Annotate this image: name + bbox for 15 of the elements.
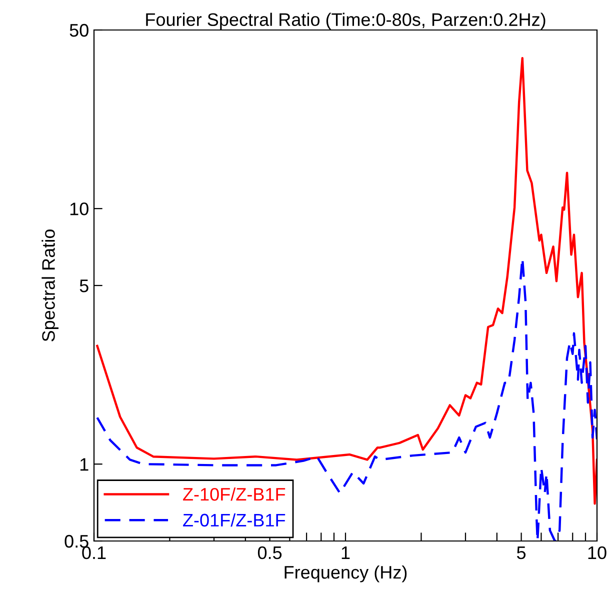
x-tick-label: 5 [516,546,526,560]
y-tick-label: 5 [80,280,88,292]
x-tick-label: 10 [588,546,606,560]
x-axis-title: Frequency (Hz) [284,565,407,582]
x-tick-label: 0.1 [82,546,106,560]
y-tick-label: 0.5 [64,534,88,548]
legend-label: Z-01F/Z-B1F [183,513,286,527]
x-tick-label: 0.5 [258,546,282,560]
y-axis-title: Spectral Ratio [42,230,58,342]
y-tick-label: 1 [80,458,88,471]
y-tick-label: 10 [70,202,88,216]
x-tick-label: 1 [342,546,350,559]
legend-label: Z-10F/Z-B1F [183,487,286,501]
y-tick-label: 50 [70,24,88,37]
chart-title: Fourier Spectral Ratio (Time:0-80s, Parzen:0.2Hz) [146,12,546,30]
